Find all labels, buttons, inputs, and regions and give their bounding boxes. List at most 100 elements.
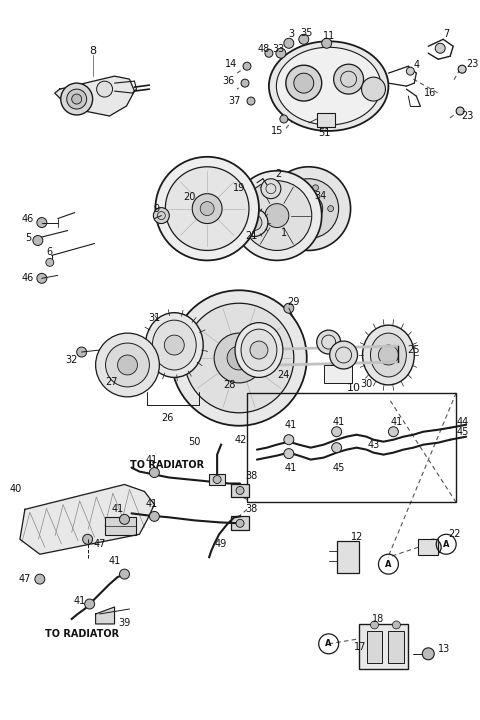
Circle shape [303,202,315,215]
Text: 11: 11 [323,31,335,41]
Bar [388,631,404,663]
Text: 41: 41 [145,454,157,464]
Text: 22: 22 [448,529,461,539]
Ellipse shape [276,48,381,125]
Circle shape [422,648,434,660]
Text: 8: 8 [89,46,96,56]
Text: TO RADIATOR: TO RADIATOR [45,629,119,639]
Text: 48: 48 [258,44,270,54]
Text: 36: 36 [223,76,235,86]
Circle shape [435,43,445,53]
Text: 21: 21 [245,230,257,240]
Bar [324,365,351,383]
Circle shape [317,330,341,354]
Bar [336,541,359,573]
Circle shape [241,79,249,87]
Text: 15: 15 [271,126,283,136]
Text: 5: 5 [25,233,31,243]
Text: 41: 41 [285,420,297,430]
Circle shape [388,427,398,437]
Circle shape [284,303,294,313]
Circle shape [407,67,414,75]
Circle shape [261,179,281,199]
Circle shape [227,346,251,370]
Text: 49: 49 [215,539,227,549]
Circle shape [242,181,312,251]
Circle shape [458,66,466,73]
Polygon shape [55,76,134,116]
Text: 41: 41 [390,417,403,427]
Circle shape [284,38,294,48]
Circle shape [265,204,289,228]
Ellipse shape [362,325,414,385]
Circle shape [84,599,95,609]
Circle shape [96,333,159,397]
Text: 17: 17 [354,642,367,652]
Text: A: A [325,639,332,648]
Circle shape [83,534,93,544]
Text: 23: 23 [466,59,479,69]
Text: 26: 26 [161,413,173,423]
Circle shape [286,66,322,101]
Bar [209,474,225,485]
Text: 44: 44 [456,417,468,427]
Text: 43: 43 [367,440,380,450]
Circle shape [312,185,319,191]
Ellipse shape [235,323,283,377]
Circle shape [243,62,251,70]
Circle shape [35,574,45,584]
Text: 51: 51 [319,128,331,138]
Polygon shape [20,485,155,554]
Circle shape [247,97,255,105]
Circle shape [37,217,47,228]
Text: 1: 1 [281,228,287,238]
Text: 32: 32 [66,355,78,365]
Bar [247,393,456,503]
Text: 38: 38 [245,471,257,480]
Circle shape [284,435,294,445]
Bar [418,539,438,555]
Circle shape [154,207,169,223]
Text: 27: 27 [105,377,118,387]
Circle shape [456,107,464,115]
Circle shape [288,193,294,199]
Circle shape [96,81,112,97]
Circle shape [46,258,54,266]
Circle shape [67,89,87,109]
Text: 47: 47 [19,574,31,584]
Circle shape [214,333,264,383]
Circle shape [120,569,130,579]
Circle shape [149,511,159,521]
Text: 41: 41 [333,417,345,427]
Text: 18: 18 [372,614,384,624]
Text: 14: 14 [225,59,237,69]
Text: 12: 12 [351,532,363,542]
Text: 45: 45 [456,427,468,437]
Text: 29: 29 [288,297,300,307]
Circle shape [236,487,244,495]
Bar [359,624,408,669]
Text: 37: 37 [228,96,241,106]
Text: TO RADIATOR: TO RADIATOR [130,459,204,469]
Circle shape [213,475,221,484]
Polygon shape [96,607,115,624]
Circle shape [37,274,47,283]
Circle shape [276,48,286,58]
Circle shape [322,38,332,48]
Bar [317,113,335,127]
Text: 2: 2 [276,168,282,179]
Circle shape [149,467,159,477]
Text: 3: 3 [289,30,295,40]
Circle shape [246,215,262,230]
Circle shape [294,73,314,93]
Circle shape [231,197,243,209]
Text: 31: 31 [148,313,160,323]
Circle shape [299,35,309,44]
Text: 41: 41 [285,462,297,472]
Text: 19: 19 [233,183,245,193]
Circle shape [192,194,222,223]
Ellipse shape [145,312,203,377]
Circle shape [280,115,288,123]
Text: 33: 33 [273,44,285,54]
Text: 23: 23 [461,111,473,121]
